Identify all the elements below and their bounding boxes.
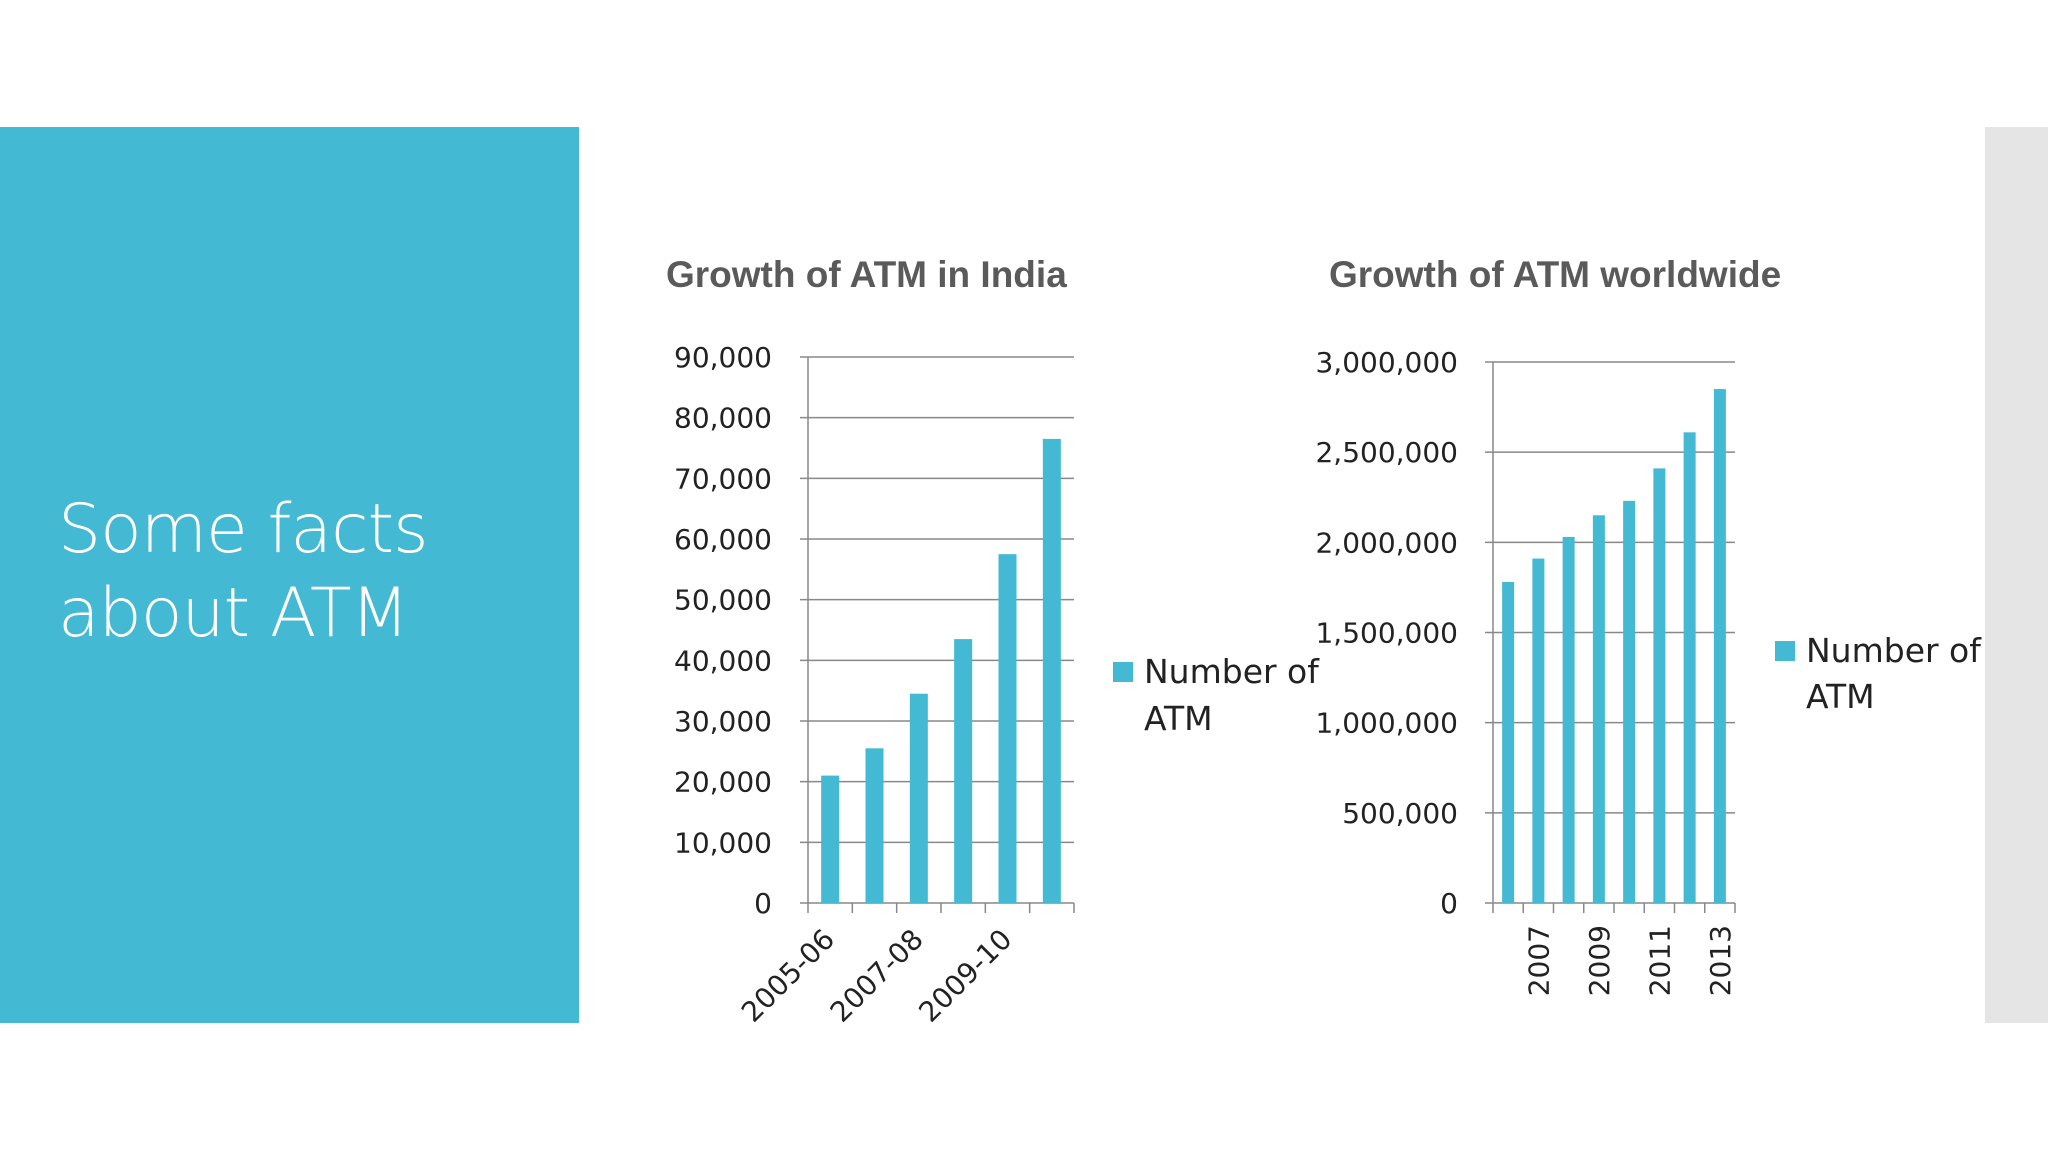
- slide-title-line-2: about ATM: [58, 574, 409, 653]
- bar: [909, 693, 928, 903]
- chart-y-ticks: 0 500,000 1,000,000 1,500,000 2,000,000 2,500…: [1315, 346, 1458, 920]
- chart-y-ticks: 0 10,000 20,000 30,000 40,000 50,000 60,000 70,…: [674, 341, 772, 920]
- x-tick-label: 2007: [1522, 925, 1555, 996]
- x-tick-label: 2007-08: [824, 923, 930, 1029]
- slide-title-line-1: Some facts: [58, 490, 429, 569]
- legend-swatch: [1113, 662, 1133, 682]
- chart-legend: Number of ATM: [1113, 652, 1320, 738]
- y-tick-label: 60,000: [674, 523, 772, 556]
- chart-grid: [1485, 361, 1736, 913]
- chart-bars: [821, 438, 1061, 903]
- bar: [1532, 558, 1545, 903]
- bar: [1713, 389, 1726, 903]
- legend-swatch: [1775, 641, 1795, 661]
- y-tick-label: 1,500,000: [1315, 617, 1458, 650]
- bar: [1653, 468, 1666, 903]
- chart-legend: Number of ATM: [1775, 631, 1982, 716]
- y-tick-label: 70,000: [674, 462, 772, 495]
- y-tick-label: 2,500,000: [1315, 436, 1458, 469]
- x-tick-label: 2009: [1583, 925, 1616, 996]
- legend-label-line-1: Number of: [1806, 631, 1982, 670]
- chart-x-ticks: 2007 2009 2011 2013: [1522, 925, 1737, 996]
- legend-label-line-2: ATM: [1806, 677, 1875, 716]
- x-tick-label: 2009-10: [912, 923, 1018, 1029]
- bar: [954, 639, 973, 903]
- bar: [1683, 432, 1696, 903]
- x-tick-label: 2013: [1704, 925, 1737, 996]
- y-tick-label: 50,000: [674, 584, 772, 617]
- legend-label-line-1: Number of: [1144, 652, 1320, 691]
- chart-grid: [800, 356, 1075, 913]
- y-tick-label: 0: [1440, 887, 1458, 920]
- bar: [1502, 582, 1515, 903]
- y-tick-label: 2,000,000: [1315, 526, 1458, 559]
- chart-title: Growth of ATM in India: [666, 254, 1067, 295]
- chart-bars: [1502, 389, 1726, 903]
- y-tick-label: 0: [754, 887, 772, 920]
- x-tick-label: 2005-06: [735, 923, 841, 1029]
- bar: [998, 554, 1017, 903]
- y-tick-label: 3,000,000: [1315, 346, 1458, 379]
- legend-label-line-2: ATM: [1144, 699, 1213, 738]
- bar: [865, 748, 884, 903]
- x-tick-label: 2011: [1643, 925, 1676, 996]
- slide-title: Some facts about ATM: [58, 488, 558, 656]
- y-tick-label: 500,000: [1342, 797, 1458, 830]
- y-tick-label: 20,000: [674, 766, 772, 799]
- title-panel: [0, 127, 579, 1023]
- y-tick-label: 90,000: [674, 341, 772, 374]
- bar: [821, 775, 840, 903]
- chart-worldwide: Growth of ATM worldwide 0 500,000 1,000,00…: [1315, 254, 1982, 996]
- y-tick-label: 1,000,000: [1315, 707, 1458, 740]
- chart-title: Growth of ATM worldwide: [1329, 254, 1781, 295]
- y-tick-label: 40,000: [674, 644, 772, 677]
- chart-india: Growth of ATM in India 0 10,000 20,000 30,0…: [666, 254, 1320, 1029]
- y-tick-label: 10,000: [674, 826, 772, 859]
- bar: [1623, 500, 1636, 903]
- bar: [1592, 515, 1605, 903]
- y-tick-label: 30,000: [674, 705, 772, 738]
- decorative-strip: [1985, 127, 2048, 1023]
- bar: [1042, 438, 1061, 903]
- y-tick-label: 80,000: [674, 402, 772, 435]
- bar: [1562, 536, 1575, 903]
